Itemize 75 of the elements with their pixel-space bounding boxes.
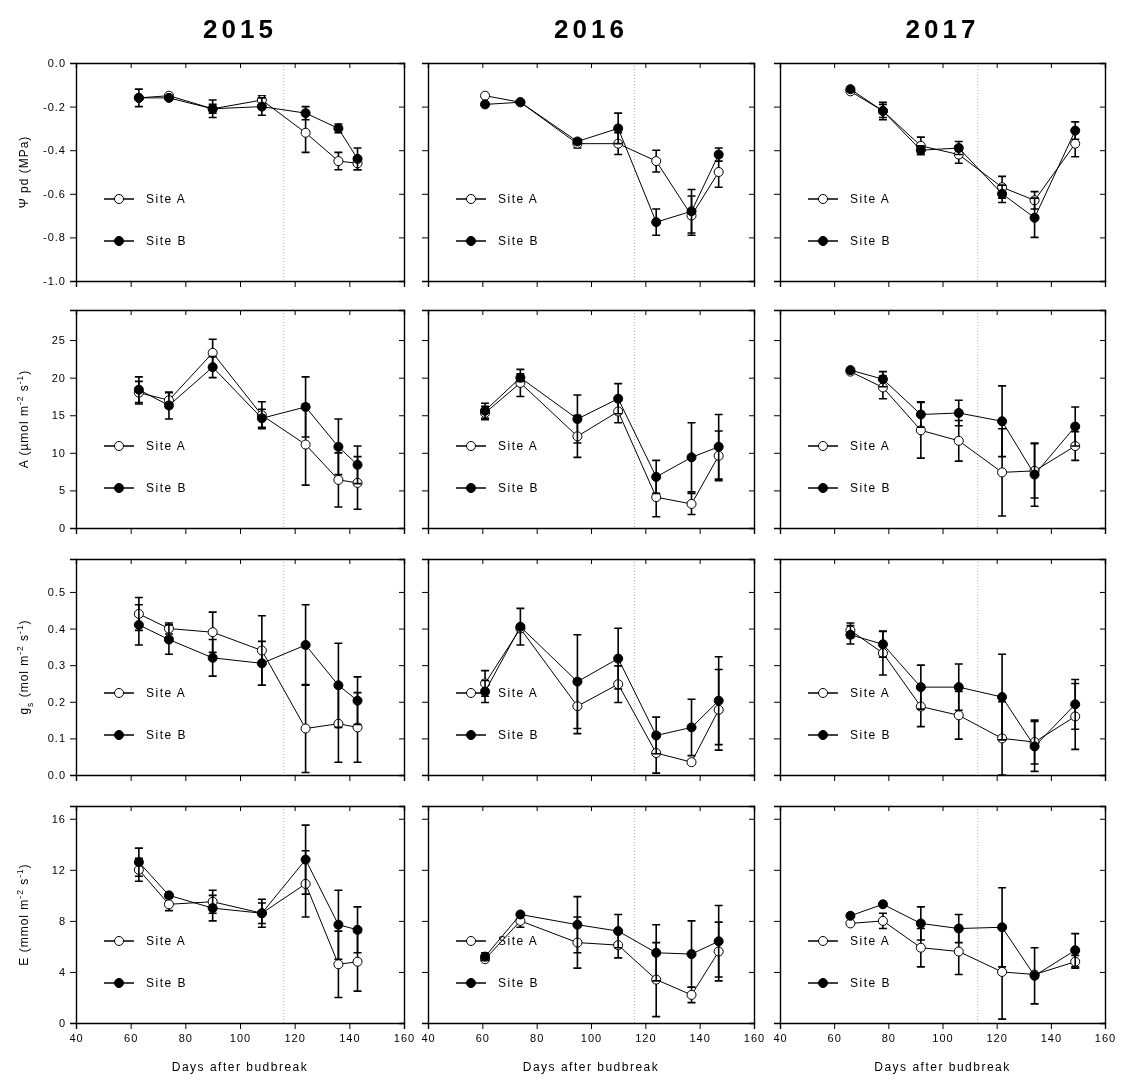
legend-label: Site B	[146, 976, 188, 990]
y-tick-label: 0.1	[47, 732, 66, 745]
y-tick-label: 0.3	[47, 659, 66, 672]
x-tick-label: 140	[339, 1031, 361, 1044]
x-tick-label: 100	[932, 1031, 954, 1044]
x-tick-label: 160	[743, 1031, 766, 1044]
x-axis-title: Days after budbreak	[171, 1060, 309, 1074]
y-tick-label: 10	[51, 446, 66, 459]
x-tick-label: 160	[1094, 1031, 1117, 1044]
x-tick-label: 120	[284, 1031, 306, 1044]
legend-label: Site A	[146, 686, 187, 700]
legend-label: Site B	[146, 728, 188, 742]
y-axis-title: Ψ pd (MPa)	[17, 135, 31, 209]
x-tick-label: 140	[1040, 1031, 1063, 1044]
y-tick-label: 16	[51, 812, 66, 825]
legend-label: Site B	[146, 234, 188, 248]
legend-label: Site B	[850, 481, 892, 495]
y-tick-label: -0.4	[43, 144, 66, 157]
y-tick-label: 12	[51, 863, 66, 876]
y-tick-label: -1.0	[43, 275, 66, 288]
y-tick-label: 0.4	[47, 622, 66, 635]
x-tick-label: 160	[393, 1031, 416, 1044]
x-tick-label: 60	[475, 1031, 490, 1044]
y-tick-label: 0.0	[47, 769, 66, 782]
x-tick-label: 120	[635, 1031, 657, 1044]
legend-label: Site A	[850, 934, 891, 948]
y-tick-label: 5	[58, 484, 66, 497]
y-tick-label: 8	[58, 914, 66, 927]
y-tick-label: 15	[51, 409, 66, 422]
legend-label: Site B	[498, 728, 540, 742]
legend-label: Site B	[498, 976, 540, 990]
x-axis-title: Days after budbreak	[874, 1060, 1011, 1074]
x-tick-label: 100	[229, 1031, 252, 1044]
x-tick-label: 40	[773, 1031, 788, 1044]
legend-label: Site A	[146, 934, 187, 948]
y-tick-label: -0.6	[43, 187, 66, 200]
legend-label: Site A	[146, 192, 187, 206]
legend-label: Site B	[498, 234, 540, 248]
x-tick-label: 100	[580, 1031, 603, 1044]
chart-title: 2017	[905, 14, 980, 44]
legend-label: Site A	[498, 686, 539, 700]
x-tick-label: 60	[827, 1031, 842, 1044]
x-tick-label: 40	[421, 1031, 436, 1044]
y-tick-label: 0.0	[47, 57, 66, 70]
x-tick-label: 80	[530, 1031, 545, 1044]
y-tick-label: 0.5	[47, 585, 66, 598]
x-tick-label: 140	[689, 1031, 711, 1044]
x-tick-label: 120	[986, 1031, 1008, 1044]
y-tick-label: -0.2	[43, 100, 66, 113]
x-tick-label: 80	[881, 1031, 896, 1044]
legend-label: Site B	[850, 234, 892, 248]
x-axis-title: Days after budbreak	[522, 1060, 660, 1074]
chart-title: 2016	[554, 14, 628, 44]
y-tick-label: 0	[58, 1017, 66, 1030]
x-tick-label: 80	[178, 1031, 193, 1044]
legend-label: Site B	[850, 728, 892, 742]
y-tick-label: 0.2	[47, 695, 66, 708]
legend-label: Site A	[850, 686, 891, 700]
chart-title: 2015	[203, 14, 277, 44]
legend-label: Site B	[850, 976, 892, 990]
y-tick-label: 20	[51, 371, 66, 384]
y-tick-label: -0.8	[43, 231, 66, 244]
x-tick-label: 60	[124, 1031, 139, 1044]
y-tick-label: 25	[51, 334, 66, 347]
legend-label: Site A	[146, 439, 187, 453]
legend-label: Site B	[146, 481, 188, 495]
legend-label: Site A	[498, 192, 539, 206]
x-tick-label: 40	[69, 1031, 84, 1044]
y-tick-label: 4	[58, 965, 66, 978]
legend-label: Site A	[850, 439, 891, 453]
legend-label: Site A	[498, 934, 539, 948]
legend-label: Site B	[498, 481, 540, 495]
legend-label: Site A	[498, 439, 539, 453]
y-tick-label: 0	[58, 522, 66, 535]
legend-label: Site A	[850, 192, 891, 206]
